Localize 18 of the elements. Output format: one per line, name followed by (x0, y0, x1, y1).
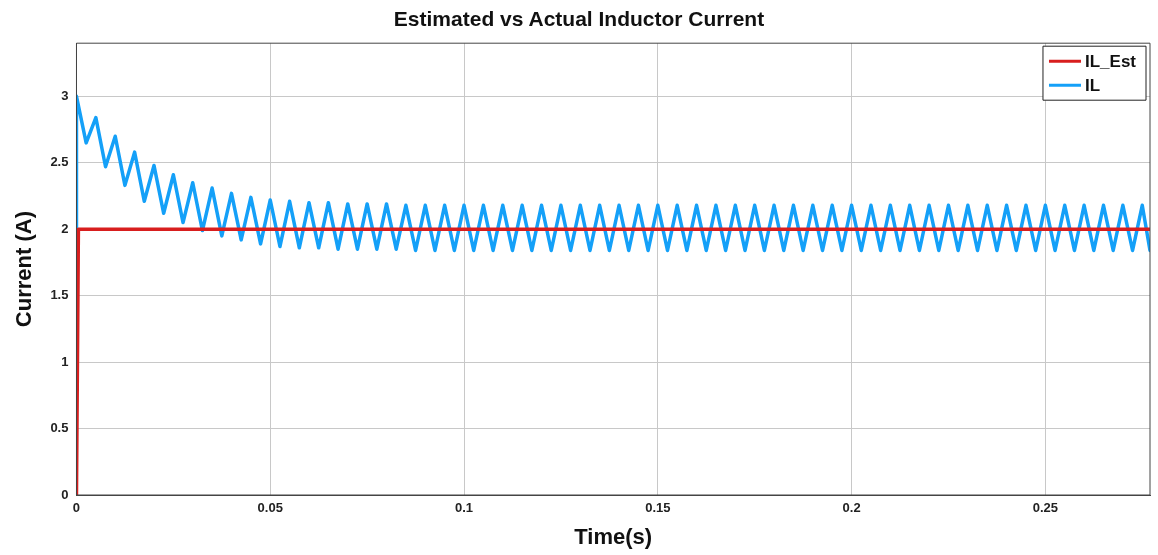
x-tick-label: 0.2 (842, 500, 861, 516)
x-tick-label: 0 (72, 500, 81, 516)
x-tick-label: 0.1 (454, 500, 474, 516)
legend-label: IL_Est (1084, 51, 1137, 71)
y-tick-label: 0 (61, 486, 69, 502)
y-tick-label: 2 (61, 220, 69, 236)
x-tick-label: 0.15 (645, 500, 671, 516)
x-tick-label: 0.05 (257, 500, 283, 516)
y-tick-label: 2.5 (50, 154, 69, 170)
y-tick-label: 1.5 (50, 287, 69, 303)
legend-label: IL (1084, 75, 1101, 95)
y-tick-label: 3 (61, 87, 69, 103)
y-tick-label: 0.5 (50, 420, 69, 436)
y-tick-label: 1 (61, 353, 69, 369)
x-axis-title: Time(s) (574, 523, 653, 549)
y-axis-title: Current (A) (11, 211, 37, 328)
x-tick-label: 0.25 (1032, 500, 1059, 516)
chart-title: Estimated vs Actual Inductor Current (393, 7, 765, 31)
